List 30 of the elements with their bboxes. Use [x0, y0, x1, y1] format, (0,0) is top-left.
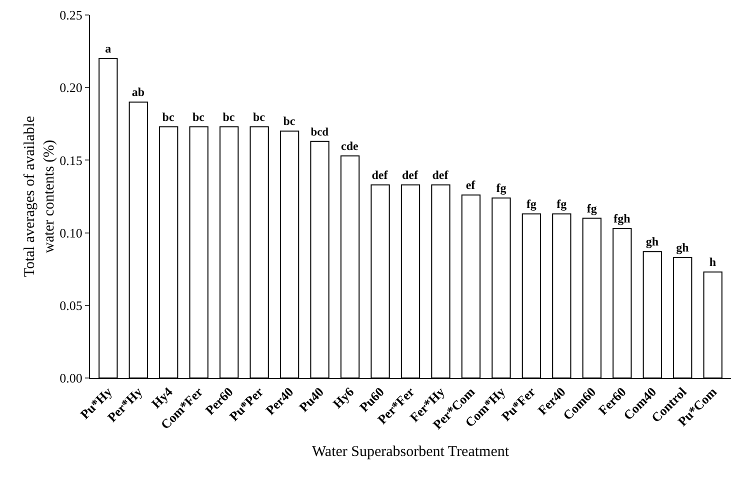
data-label: h	[709, 255, 716, 269]
y-axis-title: Total averages of available water contents (%)	[22, 116, 58, 277]
y-tick-label: 0.10	[60, 225, 82, 240]
data-label: bc	[192, 110, 206, 124]
data-label: fg	[586, 201, 597, 216]
data-label: bc	[162, 110, 175, 124]
data-label: bcd	[310, 126, 330, 138]
y-tick-label: 0.00	[60, 370, 82, 386]
y-tick-label: 0.15	[60, 152, 82, 168]
x-axis-title: Water Superabsorbent Treatment	[312, 444, 510, 460]
data-label: fg	[526, 196, 536, 211]
data-label: ef	[466, 178, 476, 192]
data-label: bc	[283, 114, 296, 128]
data-label: fg	[556, 196, 567, 211]
data-label: bc	[252, 110, 266, 124]
y-tick-label: 0.05	[60, 298, 82, 313]
data-label: gh	[646, 234, 659, 249]
y-tick-label: 0.20	[60, 80, 82, 96]
data-label: gh	[676, 240, 690, 254]
data-label: fg	[496, 180, 506, 195]
data-label: ab	[132, 85, 145, 100]
data-label: a	[105, 42, 112, 56]
data-label: def	[432, 168, 450, 182]
data-label: def	[402, 168, 419, 182]
data-label: cde	[341, 138, 360, 153]
y-tick-label: 0.25	[60, 8, 82, 23]
x-tick-label: Hy6	[330, 384, 358, 412]
data-label: bc	[222, 110, 236, 124]
data-label: def	[372, 168, 389, 182]
data-label: fgh	[614, 211, 631, 226]
